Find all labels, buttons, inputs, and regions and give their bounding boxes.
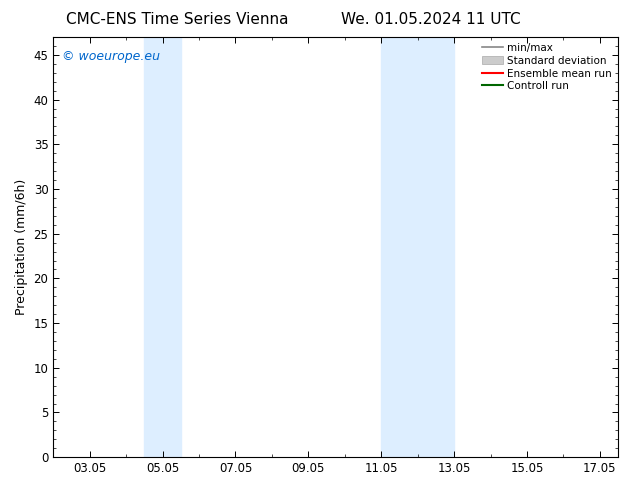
Legend: min/max, Standard deviation, Ensemble mean run, Controll run: min/max, Standard deviation, Ensemble me… <box>479 40 615 94</box>
Text: © woeurope.eu: © woeurope.eu <box>61 49 160 63</box>
Bar <box>145 37 181 457</box>
Y-axis label: Precipitation (mm/6h): Precipitation (mm/6h) <box>15 179 28 315</box>
Text: CMC-ENS Time Series Vienna: CMC-ENS Time Series Vienna <box>67 12 288 27</box>
Bar <box>381 37 454 457</box>
Text: We. 01.05.2024 11 UTC: We. 01.05.2024 11 UTC <box>341 12 521 27</box>
